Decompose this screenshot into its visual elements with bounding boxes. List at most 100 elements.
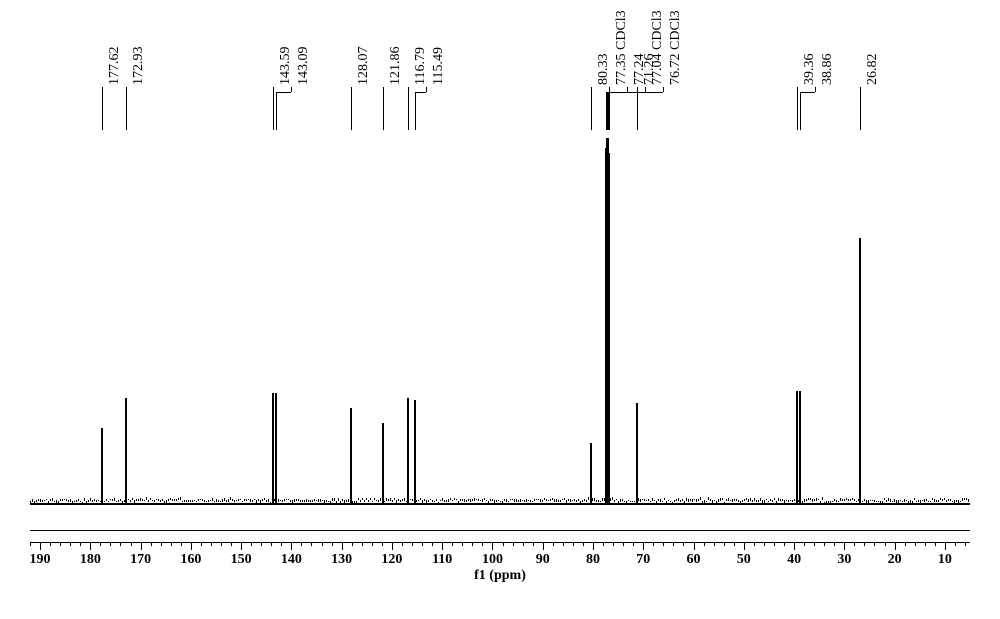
spectrum-peak bbox=[275, 393, 277, 503]
axis-minor-tick bbox=[553, 542, 554, 546]
axis-tick-label: 60 bbox=[687, 552, 701, 568]
x-axis: 1901801701601501401301201101009080706050… bbox=[30, 520, 970, 580]
peak-value-label: 121.86 bbox=[388, 47, 404, 86]
label-leader bbox=[663, 87, 664, 92]
axis-minor-tick bbox=[362, 542, 363, 546]
label-leader bbox=[591, 92, 592, 130]
axis-minor-tick bbox=[120, 542, 121, 546]
axis-minor-tick bbox=[724, 542, 725, 546]
label-leader bbox=[102, 92, 103, 130]
axis-major-tick bbox=[392, 542, 393, 550]
spectrum-peak bbox=[350, 408, 352, 503]
peak-value-label: 116.79 bbox=[413, 47, 429, 85]
axis-minor-tick bbox=[131, 542, 132, 546]
axis-minor-tick bbox=[563, 542, 564, 546]
axis-minor-tick bbox=[653, 542, 654, 546]
axis-tick-label: 40 bbox=[787, 552, 801, 568]
axis-tick-label: 70 bbox=[636, 552, 650, 568]
axis-minor-tick bbox=[322, 542, 323, 546]
label-leader bbox=[351, 92, 352, 130]
axis-minor-tick bbox=[30, 542, 31, 546]
axis-tick-label: 80 bbox=[586, 552, 600, 568]
label-bracket bbox=[415, 92, 426, 93]
axis-minor-tick bbox=[774, 542, 775, 546]
axis-tick-label: 50 bbox=[737, 552, 751, 568]
peak-value-label: 76.72 CDCl3 bbox=[668, 10, 684, 85]
axis-minor-tick bbox=[523, 542, 524, 546]
axis-minor-tick bbox=[854, 542, 855, 546]
axis-minor-tick bbox=[573, 542, 574, 546]
peak-value-label: 77.35 CDCl3 bbox=[614, 10, 630, 85]
axis-minor-tick bbox=[673, 542, 674, 546]
axis-minor-tick bbox=[533, 542, 534, 546]
axis-minor-tick bbox=[683, 542, 684, 546]
axis-title: f1 (ppm) bbox=[474, 568, 526, 584]
axis-major-tick bbox=[241, 542, 242, 550]
axis-minor-tick bbox=[613, 542, 614, 546]
axis-minor-tick bbox=[915, 542, 916, 546]
label-leader bbox=[800, 92, 801, 130]
axis-tick-label: 140 bbox=[281, 552, 302, 568]
label-leader bbox=[797, 92, 798, 130]
label-leader bbox=[426, 87, 427, 92]
label-leader bbox=[273, 92, 274, 130]
axis-minor-tick bbox=[905, 542, 906, 546]
axis-minor-tick bbox=[332, 542, 333, 546]
axis-minor-tick bbox=[372, 542, 373, 546]
axis-major-tick bbox=[191, 542, 192, 550]
label-leader bbox=[609, 92, 610, 130]
axis-minor-tick bbox=[452, 542, 453, 546]
axis-major-tick bbox=[643, 542, 644, 550]
axis-tick-label: 10 bbox=[938, 552, 952, 568]
axis-minor-tick bbox=[70, 542, 71, 546]
axis-tick-label: 20 bbox=[888, 552, 902, 568]
axis-tick-label: 90 bbox=[536, 552, 550, 568]
axis-minor-tick bbox=[382, 542, 383, 546]
axis-tick-label: 160 bbox=[180, 552, 201, 568]
spectrum-peak bbox=[125, 398, 127, 503]
axis-minor-tick bbox=[965, 542, 966, 546]
spectrum-peak bbox=[590, 443, 592, 503]
axis-minor-tick bbox=[100, 542, 101, 546]
axis-minor-tick bbox=[714, 542, 715, 546]
axis-minor-tick bbox=[784, 542, 785, 546]
peak-value-label: 39.36 bbox=[802, 54, 818, 86]
axis-minor-tick bbox=[271, 542, 272, 546]
axis-minor-tick bbox=[281, 542, 282, 546]
axis-minor-tick bbox=[211, 542, 212, 546]
axis-tick-label: 190 bbox=[30, 552, 51, 568]
spectrum-peak bbox=[636, 403, 638, 503]
axis-minor-tick bbox=[171, 542, 172, 546]
label-bracket bbox=[800, 92, 815, 93]
axis-minor-tick bbox=[874, 542, 875, 546]
label-leader bbox=[415, 92, 416, 130]
axis-major-tick bbox=[794, 542, 795, 550]
spectrum-peak bbox=[407, 398, 409, 503]
axis-minor-tick bbox=[402, 542, 403, 546]
axis-minor-tick bbox=[432, 542, 433, 546]
label-leader bbox=[860, 92, 861, 130]
axis-major-tick bbox=[543, 542, 544, 550]
label-leader bbox=[276, 92, 277, 130]
peak-value-label: 26.82 bbox=[865, 54, 881, 86]
axis-major-tick bbox=[141, 542, 142, 550]
peak-value-label: 71.26 bbox=[642, 54, 658, 86]
axis-major-tick bbox=[744, 542, 745, 550]
axis-minor-tick bbox=[704, 542, 705, 546]
label-leader bbox=[637, 92, 638, 130]
peak-value-label: 115.49 bbox=[431, 47, 447, 85]
axis-major-tick bbox=[492, 542, 493, 550]
axis-tick-label: 110 bbox=[432, 552, 452, 568]
axis-minor-tick bbox=[834, 542, 835, 546]
peak-value-label: 80.33 bbox=[596, 54, 612, 86]
axis-minor-tick bbox=[422, 542, 423, 546]
spectrum-plot bbox=[30, 135, 970, 505]
axis-minor-tick bbox=[804, 542, 805, 546]
peak-value-label: 143.09 bbox=[296, 47, 312, 86]
axis-minor-tick bbox=[814, 542, 815, 546]
label-leader bbox=[383, 92, 384, 130]
axis-minor-tick bbox=[251, 542, 252, 546]
axis-minor-tick bbox=[412, 542, 413, 546]
axis-minor-tick bbox=[261, 542, 262, 546]
axis-minor-tick bbox=[764, 542, 765, 546]
